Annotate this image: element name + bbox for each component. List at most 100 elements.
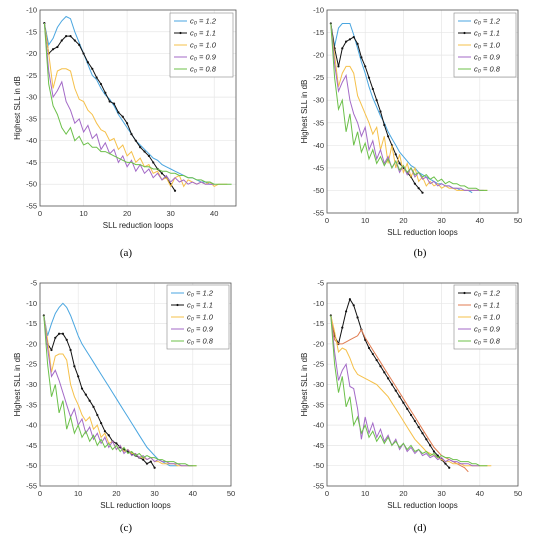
y-tick-label: -25 [313,360,324,369]
series-line [330,315,488,467]
legend-label: c₀ = 1.0 [190,41,217,50]
data-point [173,189,177,192]
data-point [383,371,386,374]
y-tick-label: -5 [30,279,37,288]
y-tick-label: -30 [26,380,37,389]
legend-marker [179,31,182,35]
data-point [432,450,436,453]
data-point [371,352,374,356]
legend-label: c₀ = 0.9 [187,325,214,334]
data-point [82,52,85,55]
x-tick-label: 0 [325,489,329,498]
data-point [367,346,371,350]
data-point [390,383,394,386]
data-point [107,434,110,437]
x-tick-label: 0 [38,209,42,218]
plot-frame [39,282,232,487]
data-point [379,110,382,113]
legend-label: c₀ = 1.2 [474,289,501,298]
data-point [398,162,401,165]
data-point [153,466,156,469]
y-tick-label: -45 [313,163,324,172]
legend: c₀ = 1.2 c₀ = 1.1 c₀ = 1.0 c₀ = 0.9 c₀ = 0.8 [169,12,234,78]
data-point [95,76,98,79]
series-line [330,298,450,469]
data-point [421,432,424,435]
data-point [394,389,397,392]
data-point [375,99,378,102]
data-point [364,65,367,68]
data-point [417,187,420,190]
y-tick-label: -15 [313,28,324,37]
x-tick-label: 50 [227,489,235,498]
data-point [348,298,352,301]
x-tick-label: 40 [189,489,197,498]
data-point [383,123,386,127]
series-line [43,23,232,185]
data-point [50,348,53,352]
x-tick-label: 30 [150,489,158,498]
series-line [330,23,484,191]
y-tick-label: -35 [313,118,324,127]
y-tick-label: -10 [313,299,324,308]
data-point [356,316,359,319]
chart-panel: 0 10 20 30 40 50 -55 -50 -45 -40 -35 -30 -25 -20 -15 -1… [13,279,235,535]
x-tick-label: 40 [210,209,218,218]
legend-label: c₀ = 0.8 [474,337,501,346]
y-tick-label: -35 [26,400,37,409]
chart-panel: 0 10 20 30 40 -55 -50 -45 -40 -35 -30 -25 -20 -15 -10 S… [13,6,237,259]
panel-caption: (a) [120,247,133,259]
series-line [43,315,156,468]
data-point [143,150,146,153]
plot-frame [326,9,519,214]
data-point [73,39,76,42]
data-point [108,100,111,103]
data-point [84,393,87,396]
y-axis-label: Highest SLL in dB [13,76,22,140]
series-line [43,23,215,185]
data-point [345,40,348,43]
y-tick-label: -15 [313,319,324,328]
data-point [448,466,451,469]
x-tick-label: 20 [399,489,407,498]
data-point [80,387,84,390]
data-point [371,87,374,91]
data-point [444,462,447,465]
data-point [99,82,103,86]
y-tick-label: -10 [26,299,37,308]
y-tick-label: -25 [313,73,324,82]
x-tick-label: 50 [514,216,522,225]
legend-label: c₀ = 1.2 [187,289,214,298]
data-point [73,365,76,368]
y-tick-label: -15 [26,27,37,36]
data-point [337,65,340,68]
panel-caption: (c) [120,522,133,534]
y-tick-label: -10 [26,6,37,15]
x-tick-label: 0 [38,489,42,498]
y-tick-label: -45 [26,441,37,450]
y-tick-label: -20 [313,339,324,348]
y-tick-label: -40 [313,141,324,150]
x-tick-label: 20 [123,209,131,218]
data-point [379,365,382,368]
data-point [413,182,416,185]
y-tick-label: -25 [26,71,37,80]
y-axis-label: Highest SLL in dB [300,353,309,417]
data-point [387,377,390,380]
x-tick-label: 10 [74,489,82,498]
legend-label: c₀ = 1.1 [474,29,500,38]
x-tick-label: 10 [361,216,369,225]
x-tick-label: 40 [476,216,484,225]
data-point [425,438,428,441]
legend-label: c₀ = 1.1 [190,29,216,38]
series-line [330,315,492,467]
data-point [402,401,405,404]
y-tick-label: -10 [313,6,324,15]
legend-marker [463,31,466,35]
data-point [341,47,344,50]
y-tick-label: -45 [26,158,37,167]
y-tick-label: -20 [26,49,37,58]
y-tick-label: -30 [313,380,324,389]
data-point [78,43,81,46]
y-tick-label: -40 [26,421,37,430]
